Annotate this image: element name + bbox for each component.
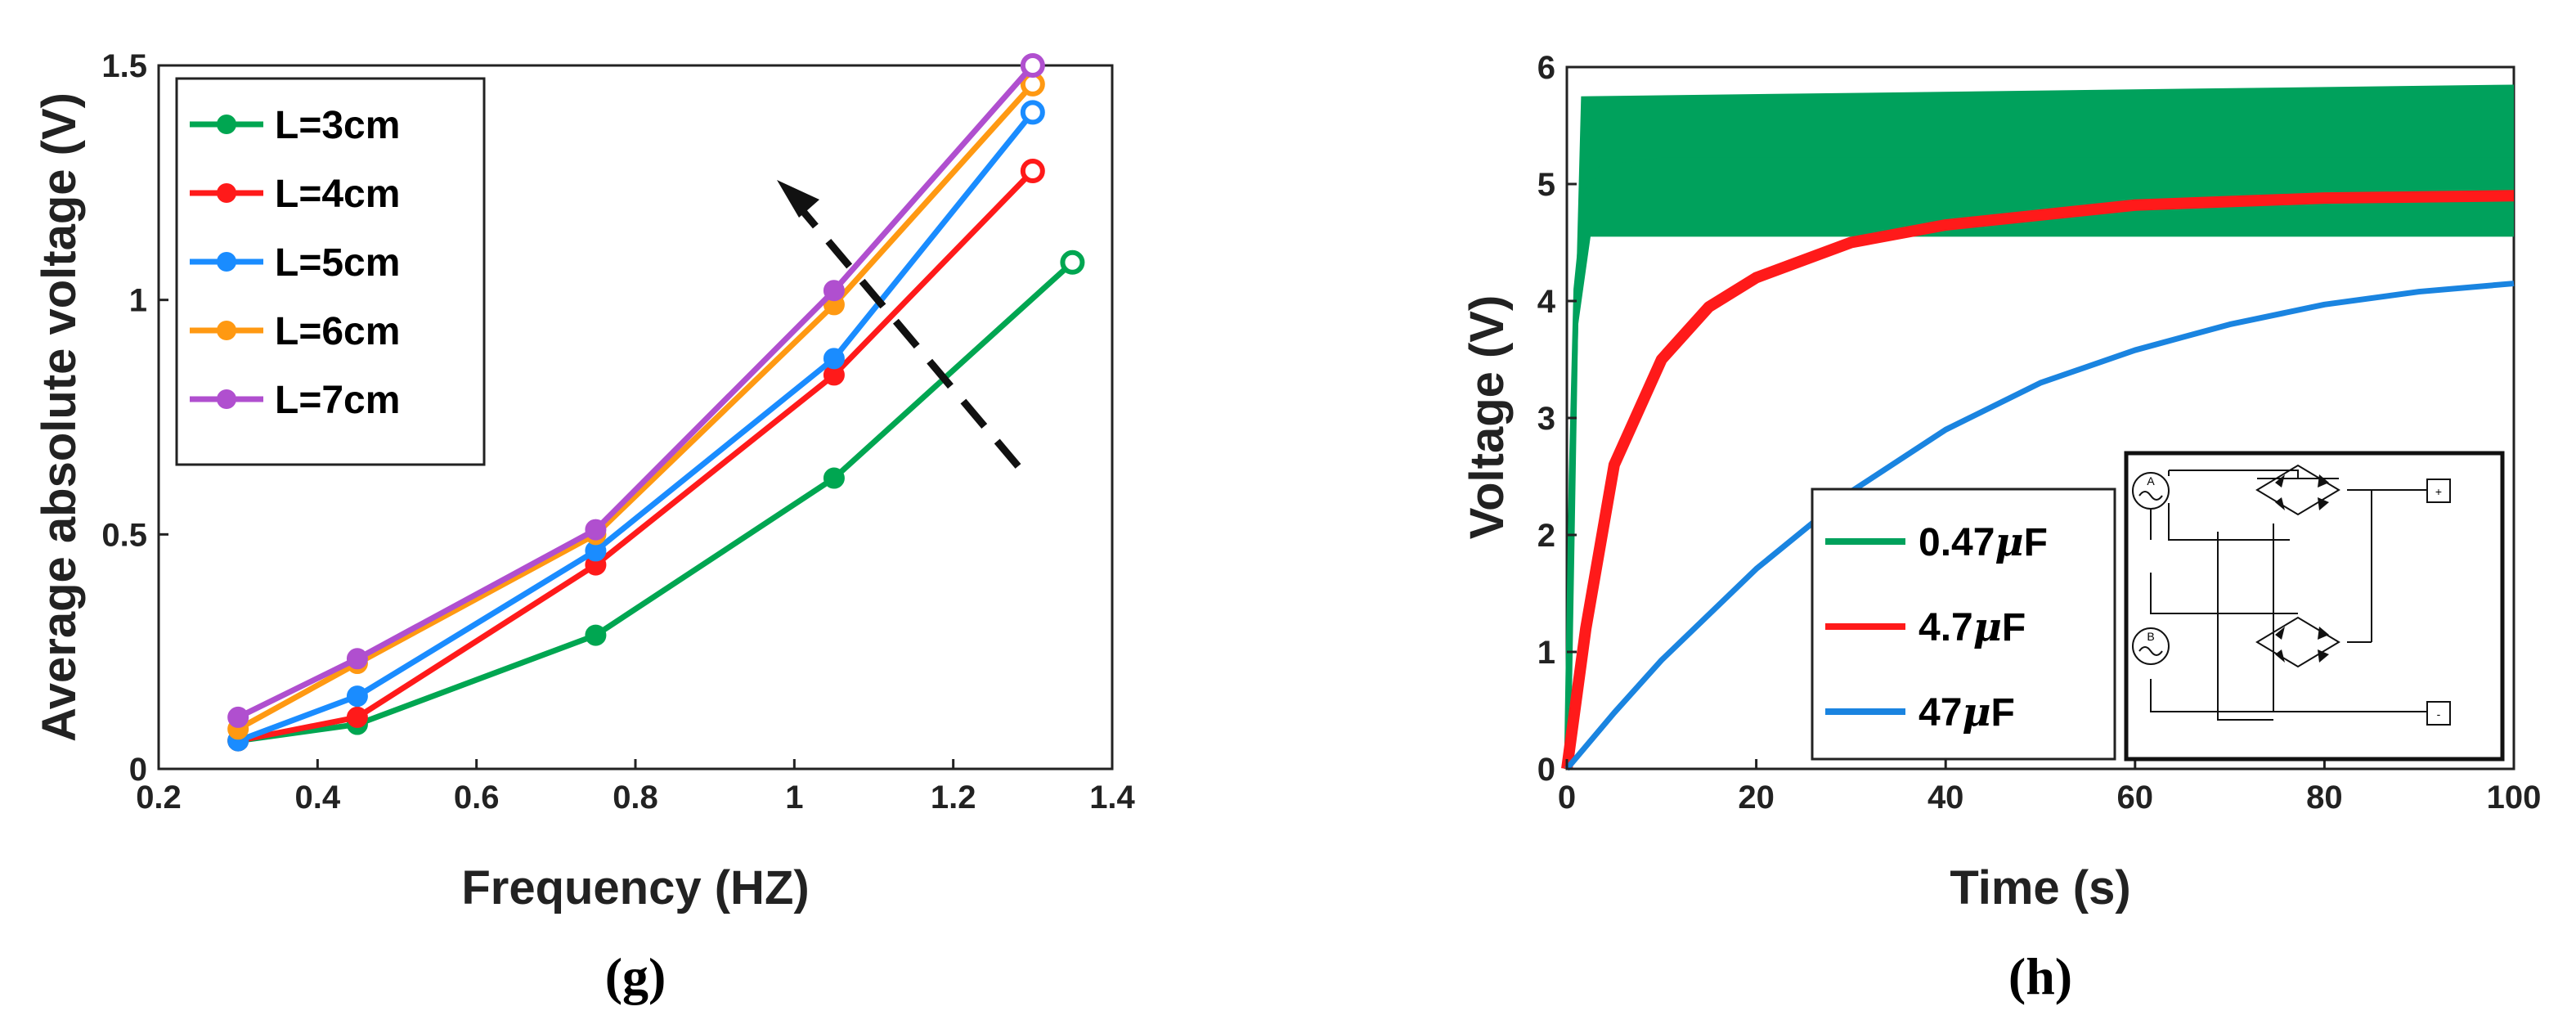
h-legend-items: 0.47μF 4.7μF 47μF bbox=[1825, 519, 2048, 735]
g-series bbox=[227, 53, 1085, 752]
g-data-point bbox=[346, 706, 368, 728]
source-a-icon bbox=[2132, 472, 2170, 510]
h-xtick-label: 80 bbox=[2306, 780, 2343, 816]
source-a-label: A bbox=[2147, 474, 2155, 488]
diode-icons bbox=[2275, 474, 2329, 663]
g-panel-label: (g) bbox=[605, 947, 666, 1005]
g-data-point bbox=[346, 685, 368, 708]
g-ticks: 0.2 0.4 0.6 0.8 1 1.2 1.4 0 0.5 1 1.5 bbox=[101, 48, 1135, 816]
h-series bbox=[1561, 84, 2515, 771]
h-ytick-label: 0 bbox=[1537, 752, 1555, 788]
h-xtick-label: 20 bbox=[1738, 780, 1775, 816]
g-ytick-label: 1 bbox=[129, 283, 147, 319]
g-legend-marker bbox=[217, 389, 236, 409]
g-xtick-label: 0.6 bbox=[454, 780, 500, 816]
g-xtick-label: 1.2 bbox=[931, 780, 976, 816]
g-data-point bbox=[823, 280, 845, 302]
terminal-plus-label: + bbox=[2435, 485, 2442, 498]
h-series-line bbox=[1564, 157, 2514, 770]
g-legend-label: L=3cm bbox=[275, 104, 400, 147]
source-b-label: B bbox=[2147, 630, 2154, 643]
g-data-point bbox=[1020, 53, 1045, 78]
circuit-wires bbox=[2150, 464, 2438, 724]
g-data-point bbox=[585, 519, 607, 541]
g-data-point bbox=[346, 648, 368, 670]
h-ticks: 0 20 40 60 80 100 0 1 2 3 4 5 6 bbox=[1537, 50, 2542, 816]
h-legend-label: 0.47μF bbox=[1919, 519, 2048, 565]
g-xlabel: Frequency (HZ) bbox=[461, 861, 809, 914]
legend-g: L=3cm L=4cm L=5cm L=6cm L=7cm bbox=[175, 77, 486, 466]
terminal-minus bbox=[2426, 701, 2451, 726]
h-ytick-label: 4 bbox=[1537, 284, 1556, 320]
g-xtick-label: 1.4 bbox=[1089, 780, 1135, 816]
chart-h: 0 20 40 60 80 100 0 1 2 3 4 5 6 0.47μF 4.7μF 47μF bbox=[1461, 50, 2541, 1005]
h-legend-label: 47μF bbox=[1919, 690, 2015, 735]
g-legend-label: L=4cm bbox=[275, 173, 400, 216]
g-data-point bbox=[1020, 159, 1045, 183]
g-legend-label: L=5cm bbox=[275, 241, 400, 285]
h-legend-label: 4.7μF bbox=[1919, 604, 2026, 650]
g-data-point bbox=[1060, 249, 1085, 275]
g-legend-marker bbox=[217, 321, 236, 340]
g-legend-marker bbox=[217, 252, 236, 272]
h-ylabel: Voltage (V) bbox=[1461, 295, 1514, 540]
g-ytick-label: 0 bbox=[129, 752, 147, 788]
g-xtick-label: 0.4 bbox=[295, 780, 341, 816]
trend-arrow-shaft bbox=[794, 202, 1021, 469]
source-b-icon bbox=[2132, 627, 2170, 665]
h-ytick-label: 2 bbox=[1537, 518, 1555, 554]
h-ytick-label: 6 bbox=[1537, 50, 1555, 86]
g-legend-marker bbox=[217, 183, 236, 203]
h-xtick-label: 40 bbox=[1928, 780, 1964, 816]
sine-a-icon bbox=[2138, 491, 2163, 501]
h-xtick-label: 60 bbox=[2117, 780, 2154, 816]
g-xtick-label: 0.8 bbox=[613, 780, 658, 816]
sine-b-icon bbox=[2138, 646, 2163, 656]
circuit-inset: A B + - bbox=[2124, 451, 2505, 762]
trend-arrow-head bbox=[777, 180, 819, 218]
h-xlabel: Time (s) bbox=[1950, 861, 2130, 914]
h-ytick-label: 5 bbox=[1537, 167, 1555, 203]
h-panel-label: (h) bbox=[2008, 947, 2072, 1005]
g-legend-marker bbox=[217, 115, 236, 134]
h-series-line bbox=[1564, 281, 2515, 771]
g-xtick-label: 1 bbox=[785, 780, 803, 816]
h-ytick-label: 1 bbox=[1537, 635, 1555, 671]
g-data-point bbox=[1020, 100, 1045, 125]
g-xtick-label: 0.2 bbox=[136, 780, 182, 816]
g-ytick-label: 1.5 bbox=[101, 48, 147, 84]
g-data-point bbox=[823, 348, 845, 370]
legend-h: 0.47μF 4.7μF 47μF bbox=[1811, 488, 2116, 761]
trend-arrow bbox=[777, 180, 1021, 469]
h-ytick-label: 3 bbox=[1537, 401, 1555, 437]
h-xtick-label: 0 bbox=[1558, 780, 1576, 816]
g-data-point bbox=[823, 467, 845, 489]
h-ripple-band bbox=[1567, 84, 2514, 769]
terminal-minus-label: - bbox=[2437, 708, 2441, 721]
g-data-point bbox=[585, 624, 607, 646]
g-legend-label: L=7cm bbox=[275, 379, 400, 422]
g-ylabel: Average absolute voltage (V) bbox=[33, 92, 86, 742]
h-series-line bbox=[1561, 190, 2515, 770]
g-legend-label: L=6cm bbox=[275, 310, 400, 353]
g-data-point bbox=[227, 706, 249, 728]
g-legend-items: L=3cm L=4cm L=5cm L=6cm L=7cm bbox=[190, 104, 400, 422]
chart-g: 0.2 0.4 0.6 0.8 1 1.2 1.400.511.5 L=3cmL=4cmL=… bbox=[33, 48, 1136, 1005]
terminal-plus bbox=[2426, 479, 2451, 503]
g-ytick-label: 0.5 bbox=[101, 517, 147, 553]
h-xtick-label: 100 bbox=[2487, 780, 2542, 816]
